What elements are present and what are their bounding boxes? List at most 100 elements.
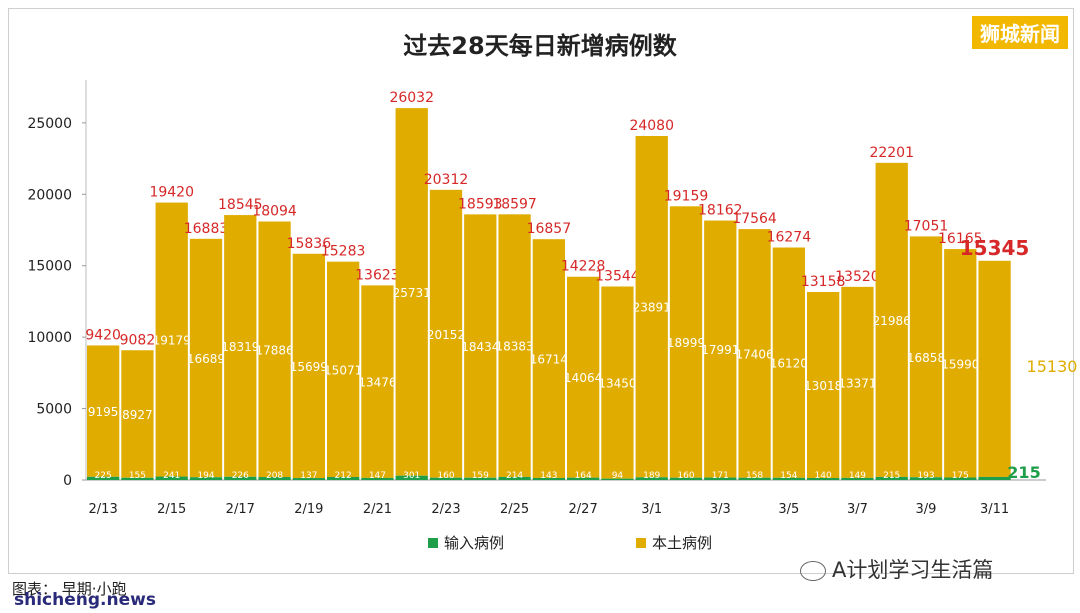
y-tick-label: 10000 [27, 330, 72, 346]
local-value-label: 15071 [324, 363, 362, 377]
imported-value-label: 137 [300, 471, 317, 481]
bar-imported [567, 477, 600, 480]
bar-local [464, 214, 497, 478]
legend-swatch-local [636, 538, 646, 548]
credit-label: 图表： [12, 580, 58, 598]
watermark-text: A计划学习生活篇 [832, 558, 994, 582]
bar-local [532, 239, 565, 478]
total-label: 13520 [835, 269, 880, 285]
imported-value-label: 226 [232, 471, 249, 481]
bar-imported [807, 478, 840, 480]
bar-local [87, 345, 120, 477]
local-value-label: 15699 [290, 360, 328, 374]
total-label: 15283 [321, 244, 366, 260]
bar-local [361, 285, 394, 478]
bar-local [772, 247, 805, 478]
total-label: 24080 [629, 118, 674, 134]
total-label: 18162 [698, 203, 743, 219]
x-tick-label: 3/11 [980, 502, 1009, 517]
total-label: 14228 [561, 259, 606, 275]
bar-local [738, 229, 771, 478]
total-label: 9082 [120, 332, 156, 348]
bar-imported [464, 477, 497, 480]
x-tick-label: 2/13 [89, 502, 118, 517]
total-label: 13158 [801, 274, 846, 290]
x-tick-label: 3/1 [641, 502, 662, 517]
x-tick-label: 2/17 [226, 502, 255, 517]
bar-imported [429, 477, 463, 480]
local-value-label: 18999 [667, 336, 705, 350]
x-tick-label: 3/3 [710, 502, 731, 517]
credit-author: 早期·小跑 [61, 580, 127, 598]
y-tick-label: 0 [63, 473, 72, 489]
local-value-label: 15130 [1027, 357, 1078, 376]
local-value-label: 9195 [88, 405, 119, 419]
imported-value-label: 171 [712, 471, 729, 481]
bar-local [978, 260, 1011, 477]
total-label: 26032 [389, 90, 434, 106]
x-tick-label: 3/7 [847, 502, 868, 517]
legend-label-imported: 输入病例 [444, 534, 504, 552]
imported-value-label: 149 [849, 471, 866, 481]
x-tick-label: 2/27 [569, 502, 598, 517]
total-label: 18597 [492, 196, 537, 212]
total-label: 22201 [869, 145, 914, 161]
x-tick-label: 2/25 [500, 502, 529, 517]
imported-value-label: 140 [815, 471, 832, 481]
bar-imported [292, 478, 325, 480]
total-label: 9420 [85, 327, 121, 343]
bar-local [224, 215, 257, 477]
bar-imported [601, 478, 634, 480]
bar-imported [87, 476, 120, 480]
bar-local [292, 253, 325, 479]
local-value-label: 13450 [598, 377, 636, 391]
imported-value-label: 215 [883, 471, 900, 481]
bar-imported [669, 477, 703, 480]
bar-imported [327, 476, 360, 480]
imported-value-label: 175 [952, 471, 969, 481]
imported-value-label: 241 [163, 471, 180, 481]
imported-value-label: 212 [335, 471, 352, 481]
legend-label-local: 本土病例 [652, 534, 712, 552]
y-tick-label: 25000 [27, 116, 72, 132]
local-value-label: 18319 [221, 340, 259, 354]
imported-value-label: 214 [506, 471, 523, 481]
imported-value-label: 160 [677, 471, 694, 481]
total-label: 17564 [732, 211, 777, 227]
imported-value-label: 225 [95, 471, 112, 481]
total-label: 20312 [424, 172, 469, 188]
imported-value-label: 208 [266, 471, 283, 481]
bar-local [327, 261, 360, 477]
imported-value-label: 94 [612, 471, 624, 481]
bar-local [704, 220, 737, 478]
x-tick-label: 2/23 [431, 502, 460, 517]
bar-imported [841, 477, 874, 480]
bar-imported [978, 476, 1011, 480]
bar-imported [738, 477, 771, 480]
total-label: 17051 [904, 218, 949, 234]
total-label: 16883 [184, 221, 229, 237]
imported-value-label: 158 [746, 471, 763, 481]
x-tick-label: 2/15 [157, 502, 186, 517]
local-value-label: 20152 [427, 328, 465, 342]
local-value-label: 16689 [187, 352, 225, 366]
bar-local [807, 292, 840, 478]
legend-swatch-imported [428, 538, 438, 548]
x-tick-label: 2/19 [294, 502, 323, 517]
local-value-label: 13476 [358, 376, 396, 390]
y-tick-label: 15000 [27, 259, 72, 275]
local-value-label: 17886 [255, 343, 293, 357]
local-value-label: 18383 [495, 340, 533, 354]
local-value-label: 13018 [804, 379, 842, 393]
total-label: 18593 [458, 196, 503, 212]
imported-value-label: 147 [369, 471, 386, 481]
bar-local [567, 276, 600, 478]
chart-title: 过去28天每日新增病例数 [403, 32, 677, 60]
bar-local [155, 202, 188, 477]
local-value-label: 16714 [530, 353, 568, 367]
imported-value-label: 155 [129, 471, 146, 481]
bar-imported [635, 477, 668, 480]
local-value-label: 19179 [153, 334, 191, 348]
bar-local [601, 286, 634, 479]
